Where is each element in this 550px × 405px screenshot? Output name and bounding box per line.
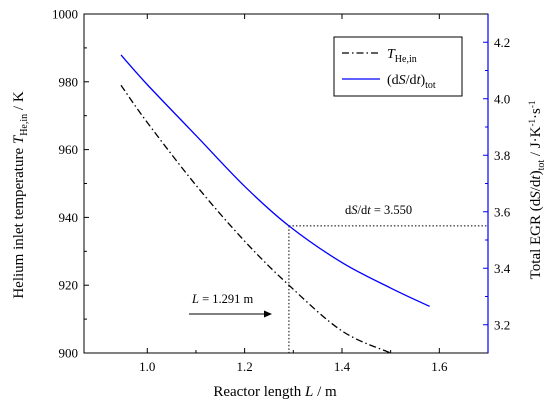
x-tick-label: 1.2 xyxy=(237,359,253,374)
y-right-tick-label: 4.0 xyxy=(494,91,510,106)
y-left-tick-label: 1000 xyxy=(52,7,78,22)
y-left-tick-label: 900 xyxy=(59,346,79,361)
y-right-tick-label: 3.8 xyxy=(494,148,510,163)
y-axis-left-title: Helium inlet temperature THe,in / K xyxy=(11,91,30,298)
y-left-tick-label: 980 xyxy=(59,74,79,89)
y-right-tick-label: 3.4 xyxy=(494,261,511,276)
legend-label-t-he-in: THe,in xyxy=(387,47,417,65)
x-tick-label: 1.0 xyxy=(139,359,155,374)
x-tick-label: 1.6 xyxy=(431,359,448,374)
l-annotation-label: L = 1.291 m xyxy=(191,292,254,306)
y-left-tick-label: 960 xyxy=(59,142,79,157)
legend: THe,in (dS/dt)tot xyxy=(333,36,463,97)
series-layer xyxy=(120,54,430,354)
l-annotation-arrow xyxy=(189,310,272,318)
y-axis-right-title: Total EGR (dS/dt)tot / J·K-1·s-1 xyxy=(527,101,547,280)
tick-labels: 1.0 1.2 1.4 1.6 900 920 940 960 980 1000 3.2 3.4 3.6… xyxy=(52,7,511,375)
series-line-t-he-in xyxy=(120,84,391,354)
x-axis-title: Reactor length L / m xyxy=(213,384,337,400)
y-left-tick-label: 920 xyxy=(59,278,79,293)
ds-annotation-label: dS/dt = 3.550 xyxy=(345,203,412,217)
y-left-tick-label: 940 xyxy=(59,210,79,225)
y-right-tick-label: 3.2 xyxy=(494,317,510,332)
annotation-lines xyxy=(288,225,488,353)
x-tick-label: 1.4 xyxy=(334,359,351,374)
series-line-ds-dt-tot xyxy=(120,54,430,307)
y-right-tick-label: 3.6 xyxy=(494,204,511,219)
legend-box xyxy=(333,36,463,97)
legend-label-ds-dt-tot: (dS/dt)tot xyxy=(387,73,436,91)
y-right-tick-label: 4.2 xyxy=(494,35,510,50)
